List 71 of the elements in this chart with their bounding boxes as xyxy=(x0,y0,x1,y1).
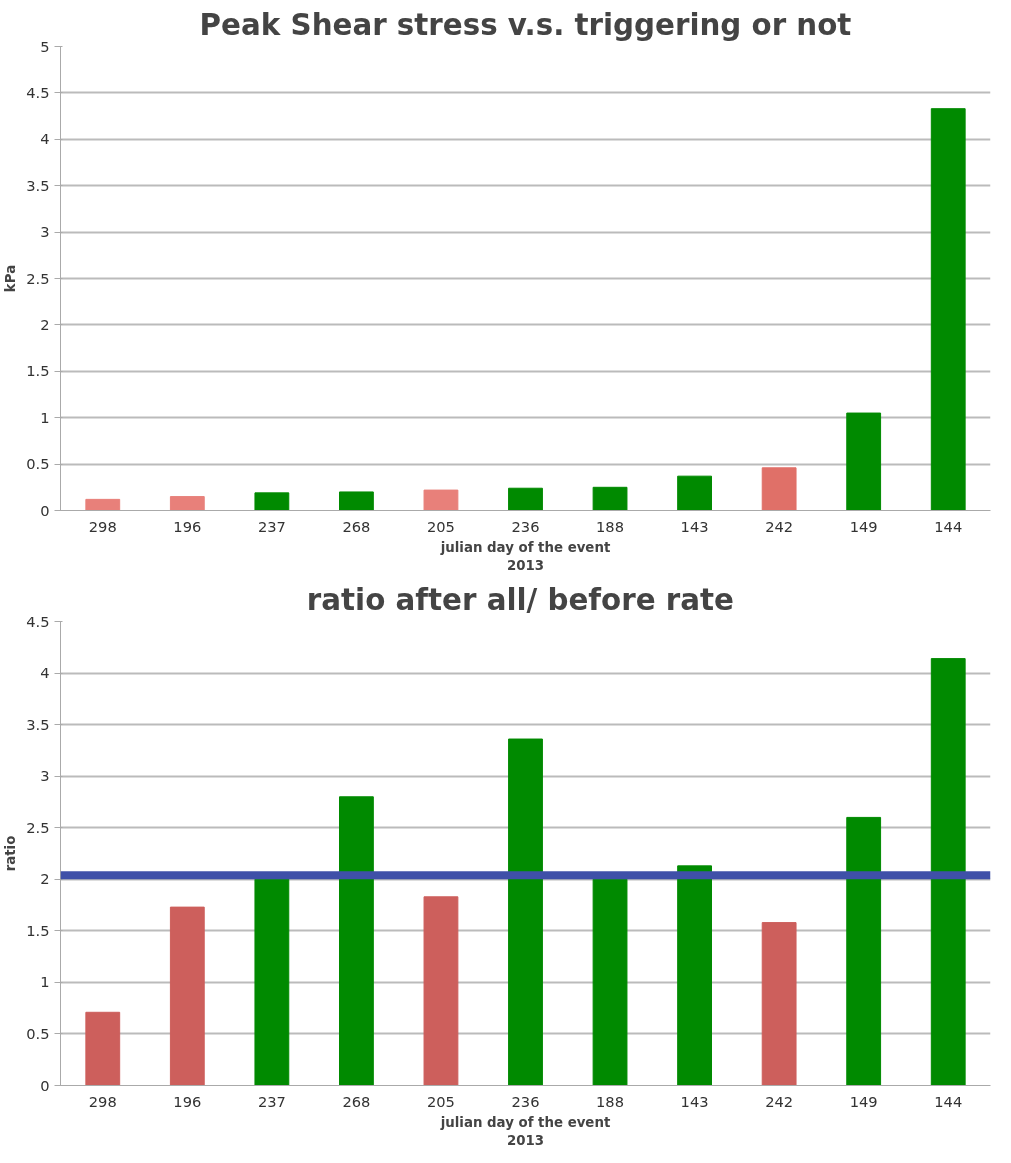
bar xyxy=(592,486,628,511)
x-tick-label: 144 xyxy=(934,1092,963,1110)
bar xyxy=(677,865,712,1086)
y-axis-title: ratio xyxy=(3,835,19,872)
y-tick-label: 4 xyxy=(40,664,50,682)
bar xyxy=(677,475,712,511)
x-tick-label: 268 xyxy=(342,517,371,535)
x-tick-label: 143 xyxy=(680,517,709,535)
y-axis-title: kPa xyxy=(3,264,19,293)
x-tick-label: 196 xyxy=(173,517,202,535)
bar xyxy=(761,922,797,1086)
y-tick-label: 2.5 xyxy=(26,818,50,836)
bar xyxy=(423,896,459,1086)
x-tick-label: 242 xyxy=(765,517,794,535)
bar xyxy=(846,412,882,511)
x-tick-label: 237 xyxy=(257,1092,286,1110)
bar xyxy=(930,658,966,1086)
y-tick-label: 4 xyxy=(40,130,50,148)
y-tick-label: 4.5 xyxy=(26,83,50,101)
y-tick-label: 1.5 xyxy=(26,921,50,939)
bar xyxy=(761,467,797,511)
x-tick-label: 236 xyxy=(511,517,540,535)
y-tick-label: 1.5 xyxy=(26,362,50,380)
x-tick-label: 242 xyxy=(765,1092,794,1110)
bar xyxy=(508,487,543,511)
x-tick-label: 149 xyxy=(849,1092,878,1110)
bar xyxy=(85,498,121,511)
bar xyxy=(930,108,966,511)
x-tick-label: 268 xyxy=(342,1092,371,1110)
x-tick-label: 205 xyxy=(426,1092,455,1110)
bar xyxy=(846,816,882,1086)
y-tick-label: 4.5 xyxy=(26,612,50,630)
bar xyxy=(339,796,374,1086)
bar xyxy=(423,489,459,511)
x-tick-label: 298 xyxy=(88,517,117,535)
bar xyxy=(169,906,205,1086)
x-tick-label: 236 xyxy=(511,1092,540,1110)
bar xyxy=(508,738,543,1086)
bar xyxy=(592,878,628,1086)
x-axis-title: julian day of the event 2013 xyxy=(439,1114,611,1148)
y-tick-label: 3 xyxy=(40,767,50,785)
x-tick-label: 188 xyxy=(596,517,625,535)
x-tick-label: 237 xyxy=(257,517,286,535)
bar xyxy=(254,878,290,1086)
y-tick-label: 2 xyxy=(40,315,50,333)
y-tick-label: 0.5 xyxy=(26,1024,50,1042)
bar xyxy=(254,492,290,511)
bar xyxy=(85,1011,121,1086)
x-tick-label: 149 xyxy=(849,517,878,535)
x-tick-label: 298 xyxy=(88,1092,117,1110)
y-tick-label: 0 xyxy=(40,1076,50,1094)
y-tick-label: 2 xyxy=(40,870,50,888)
x-tick-label: 188 xyxy=(596,1092,625,1110)
bar xyxy=(339,491,374,511)
y-tick-label: 2.5 xyxy=(26,269,50,287)
y-tick-label: 3.5 xyxy=(26,715,50,733)
y-tick-label: 1 xyxy=(40,973,50,991)
x-tick-label: 144 xyxy=(934,517,963,535)
bar xyxy=(169,496,205,511)
y-tick-label: 5 xyxy=(40,37,50,55)
chart-title: ratio after all/ before rate xyxy=(306,582,734,617)
y-tick-label: 3.5 xyxy=(26,176,50,194)
x-tick-label: 205 xyxy=(426,517,455,535)
x-tick-label: 143 xyxy=(680,1092,709,1110)
y-tick-label: 0.5 xyxy=(26,455,50,473)
chart-title: Peak Shear stress v.s. triggering or not xyxy=(199,7,852,42)
x-tick-label: 196 xyxy=(173,1092,202,1110)
y-tick-label: 1 xyxy=(40,408,50,426)
x-axis-title: julian day of the event 2013 xyxy=(439,539,611,573)
y-tick-label: 3 xyxy=(40,223,50,241)
y-tick-label: 0 xyxy=(40,501,50,519)
